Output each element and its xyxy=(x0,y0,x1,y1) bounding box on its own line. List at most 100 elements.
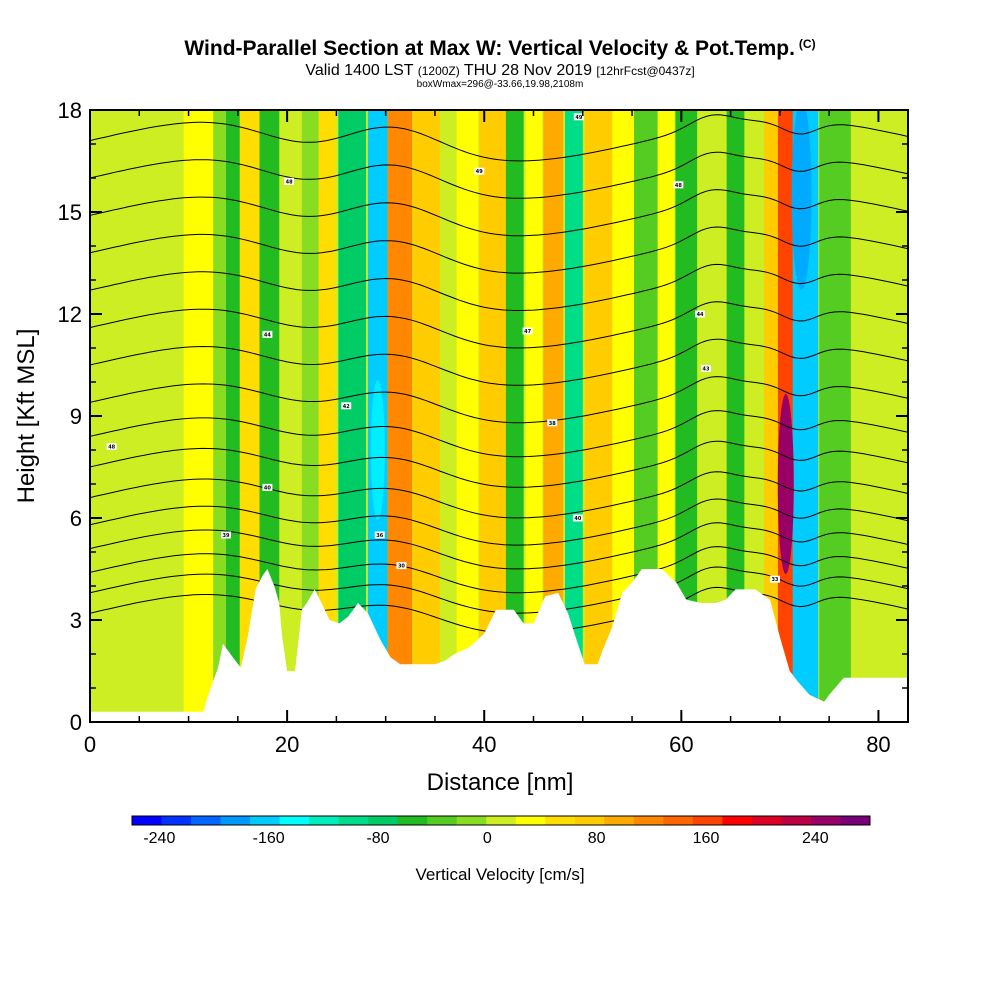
y-tick-label: 3 xyxy=(70,608,82,633)
svg-text:40: 40 xyxy=(574,516,581,522)
isentrope-label: 47 xyxy=(522,327,533,335)
isentrope-line xyxy=(90,301,908,349)
velocity-band xyxy=(657,110,675,722)
svg-text:39: 39 xyxy=(223,533,230,539)
colorbar-swatch xyxy=(486,816,517,825)
colorbar-swatch xyxy=(132,816,163,825)
svg-text:48: 48 xyxy=(675,183,682,189)
y-axis-label: Height [Kft MSL] xyxy=(13,329,40,504)
colorbar-swatch xyxy=(250,816,281,825)
isentrope-label: 30 xyxy=(396,562,407,570)
colorbar-swatch xyxy=(220,816,251,825)
isentrope-label: 49 xyxy=(573,113,584,121)
isentrope-line xyxy=(90,522,908,570)
y-tick-label: 9 xyxy=(70,404,82,429)
velocity-band xyxy=(387,110,413,722)
velocity-band xyxy=(612,110,635,722)
isentrope-line xyxy=(90,498,908,546)
y-tick-label: 18 xyxy=(58,98,82,123)
colorbar-swatch xyxy=(397,816,428,825)
downdraft-core xyxy=(370,380,385,520)
isentrope-label: 44 xyxy=(695,310,706,318)
colorbar-swatch xyxy=(191,816,222,825)
isentrope-line xyxy=(90,114,908,162)
colorbar-swatch xyxy=(633,816,664,825)
velocity-band xyxy=(226,110,240,722)
isentrope-line xyxy=(90,440,908,488)
isentrope-label: 48 xyxy=(106,443,117,451)
terrain-mask xyxy=(90,569,908,722)
colorbar-tick-label: -160 xyxy=(253,830,285,847)
colorbar-swatch xyxy=(309,816,340,825)
colorbar-tick-label: 160 xyxy=(693,830,720,847)
svg-text:44: 44 xyxy=(264,332,271,338)
colorbar: -240 -160 -80 0 80 160 240 xyxy=(131,815,871,847)
y-tick-label: 6 xyxy=(70,506,82,531)
velocity-band xyxy=(90,110,181,722)
svg-text:49: 49 xyxy=(476,169,483,175)
svg-text:40: 40 xyxy=(264,485,271,491)
isentrope-label: 40 xyxy=(572,514,583,522)
isentrope-label: 49 xyxy=(474,167,485,175)
chart-subtitle: Valid 1400 LST (1200Z) THU 28 Nov 2019 [… xyxy=(305,62,695,79)
x-tick-label: 40 xyxy=(472,732,496,757)
svg-text:48: 48 xyxy=(108,445,115,451)
isentrope-label: 42 xyxy=(341,402,352,410)
velocity-band xyxy=(565,110,583,722)
x-tick-label: 60 xyxy=(669,732,693,757)
velocity-band xyxy=(819,110,851,722)
colorbar-swatch xyxy=(161,816,192,825)
colorbar-swatch xyxy=(604,816,635,825)
svg-text:43: 43 xyxy=(702,366,709,372)
isentrope-label: 48 xyxy=(284,177,295,185)
colorbar-swatch xyxy=(781,816,812,825)
x-tick-label: 20 xyxy=(275,732,299,757)
svg-text:42: 42 xyxy=(343,404,350,410)
y-tick-label: 12 xyxy=(58,302,82,327)
title-mark: (C) xyxy=(798,37,816,51)
colorbar-swatch xyxy=(368,816,399,825)
y-tick-label: 0 xyxy=(70,710,82,735)
velocity-band xyxy=(213,110,230,722)
colorbar-label: Vertical Velocity [cm/s] xyxy=(415,865,584,884)
svg-text:36: 36 xyxy=(376,533,383,539)
colorbar-tick-label: -80 xyxy=(366,830,389,847)
velocity-band xyxy=(675,110,698,722)
colorbar-swatch xyxy=(515,816,546,825)
velocity-band xyxy=(259,110,280,722)
svg-text:33: 33 xyxy=(771,577,778,583)
colorbar-swatch xyxy=(574,816,605,825)
colorbar-swatch xyxy=(427,816,458,825)
colorbar-swatch xyxy=(338,816,369,825)
chart-subtitle-box: boxWmax=296@-33.66,19.98,2108m xyxy=(416,79,584,90)
isentrope-line xyxy=(90,410,908,458)
velocity-band xyxy=(413,110,440,722)
colorbar-tick-label: 0 xyxy=(483,830,492,847)
velocity-band xyxy=(239,110,262,722)
colorbar-tick-label: -240 xyxy=(143,830,175,847)
isentrope-line xyxy=(90,471,908,519)
isentrope-line xyxy=(90,263,908,311)
colorbar-swatch xyxy=(692,816,723,825)
isentrope-label: 43 xyxy=(700,364,711,372)
colorbar-swatch xyxy=(663,816,694,825)
x-axis-label: Distance [nm] xyxy=(427,769,574,796)
colorbar-swatch xyxy=(840,816,871,825)
isentrope-label: 33 xyxy=(769,575,780,583)
isentrope-line xyxy=(90,376,908,424)
velocity-band xyxy=(283,110,300,722)
vertical-velocity-field: 48 39 40 44 48 42 36 30 49 47 38 40 49 48 44 43 33 xyxy=(90,110,908,722)
svg-text:38: 38 xyxy=(549,421,556,427)
isentrope-line xyxy=(90,151,908,199)
colorbar-swatch xyxy=(722,816,753,825)
velocity-band xyxy=(301,110,319,722)
isentrope-label: 48 xyxy=(673,181,684,189)
isentrope-line xyxy=(90,226,908,274)
chart-title: Wind-Parallel Section at Max W: Vertical… xyxy=(184,37,816,60)
updraft-core xyxy=(777,394,794,574)
colorbar-swatch xyxy=(810,816,841,825)
svg-text:48: 48 xyxy=(286,179,293,185)
x-tick-label: 0 xyxy=(84,732,96,757)
colorbar-tick-label: 240 xyxy=(802,830,829,847)
